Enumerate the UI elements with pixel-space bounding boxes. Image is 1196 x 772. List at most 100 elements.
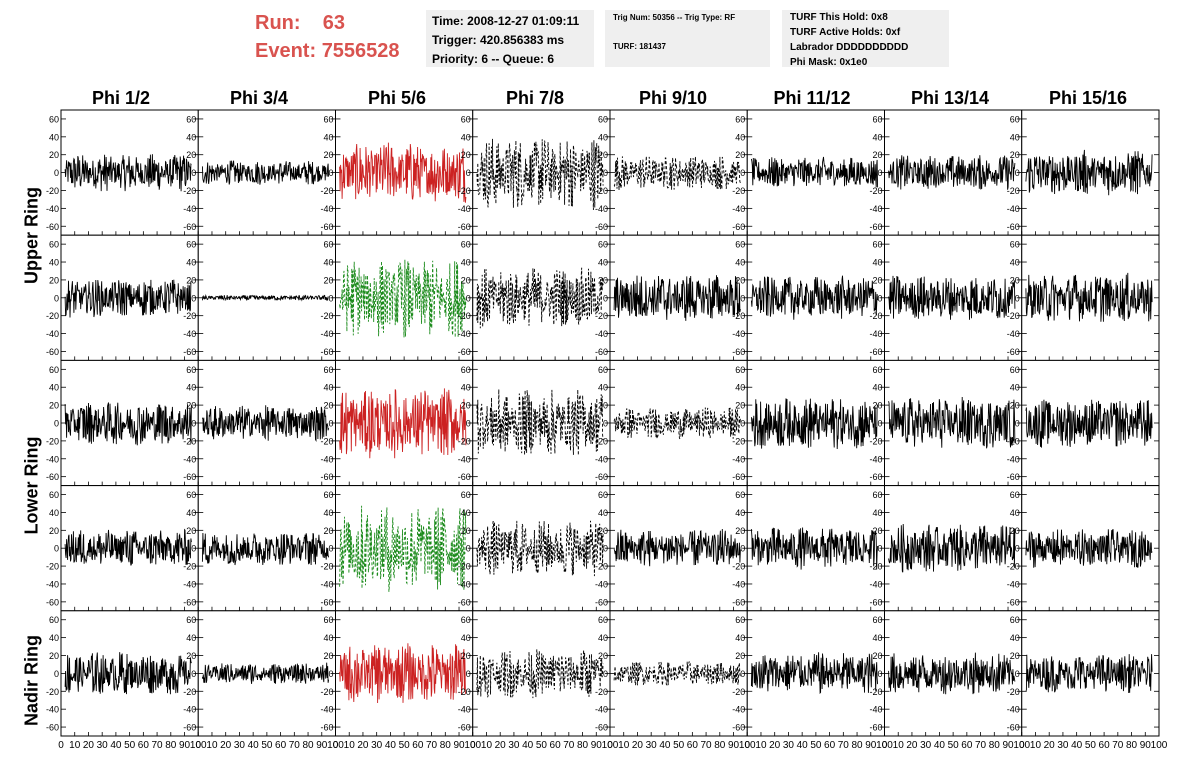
y-tick-label: -20 bbox=[869, 186, 882, 196]
y-tick-label: -60 bbox=[320, 347, 333, 357]
y-tick-label: 40 bbox=[323, 132, 333, 142]
y-tick-label: -60 bbox=[869, 222, 882, 232]
x-tick-label: 90 bbox=[1140, 740, 1152, 751]
y-tick-label: 20 bbox=[872, 401, 882, 411]
y-tick-label: -40 bbox=[320, 204, 333, 214]
waveform-trace bbox=[339, 142, 467, 203]
y-tick-label: -40 bbox=[183, 329, 196, 339]
y-tick-label: 60 bbox=[598, 490, 608, 500]
y-tick-label: 60 bbox=[872, 240, 882, 250]
y-tick-label: 0 bbox=[740, 419, 745, 429]
y-tick-label: -20 bbox=[46, 687, 59, 697]
y-tick-label: -20 bbox=[320, 186, 333, 196]
y-tick-label: 20 bbox=[49, 150, 59, 160]
trigger-text: Trigger: 420.856383 ms bbox=[432, 33, 565, 47]
plot-panel-r2-c4: -60 -40 -20 0 20 40 60 bbox=[595, 359, 748, 487]
y-tick-label: -20 bbox=[320, 311, 333, 321]
y-tick-label: -20 bbox=[320, 687, 333, 697]
y-tick-label: -40 bbox=[183, 204, 196, 214]
waveform-trace bbox=[64, 652, 192, 695]
x-tick-label: 80 bbox=[302, 740, 314, 751]
x-tick-label: 10 bbox=[69, 740, 81, 751]
y-tick-label: 60 bbox=[186, 490, 196, 500]
y-tick-label: -20 bbox=[183, 562, 196, 572]
x-tick-label: 30 bbox=[646, 740, 658, 751]
column-header-phi-9-10: Phi 9/10 bbox=[638, 88, 708, 108]
plot-panel-r1-c4: -60 -40 -20 0 20 40 60 bbox=[595, 234, 748, 361]
y-tick-label: -20 bbox=[595, 687, 608, 697]
event-value: 7556528 bbox=[321, 40, 400, 62]
x-tick-label: 30 bbox=[783, 740, 795, 751]
y-tick-label: 40 bbox=[461, 633, 471, 643]
y-tick-label: 60 bbox=[872, 615, 882, 625]
y-tick-label: 60 bbox=[49, 615, 59, 625]
y-tick-label: -40 bbox=[183, 454, 196, 464]
y-tick-label: 60 bbox=[323, 240, 333, 250]
y-tick-label: -60 bbox=[320, 222, 333, 232]
plot-panel-r4-c3: -60 -40 -20 0 20 40 60 bbox=[458, 610, 611, 737]
y-tick-label: 20 bbox=[872, 526, 882, 536]
y-tick-label: 40 bbox=[186, 258, 196, 268]
x-tick-label: 100 bbox=[1013, 740, 1030, 751]
x-tick-label: 50 bbox=[673, 740, 685, 751]
y-tick-label: 40 bbox=[186, 508, 196, 518]
x-tick-label: 70 bbox=[152, 740, 164, 751]
waveform-trace bbox=[613, 661, 741, 686]
y-tick-label: -40 bbox=[869, 454, 882, 464]
y-tick-label: 0 bbox=[603, 544, 608, 554]
waveform-trace bbox=[1025, 272, 1153, 322]
plot-panel-r2-c2: -60 -40 -20 0 20 40 60 bbox=[320, 359, 474, 487]
x-tick-label: 60 bbox=[961, 740, 973, 751]
y-tick-label: 20 bbox=[872, 150, 882, 160]
y-tick-label: -40 bbox=[869, 329, 882, 339]
x-tick-label: 10 bbox=[481, 740, 493, 751]
y-tick-label: -20 bbox=[183, 687, 196, 697]
plot-panel-r0-c2: -60 -40 -20 0 20 40 60 bbox=[320, 109, 474, 236]
x-tick-label: 20 bbox=[906, 740, 918, 751]
y-tick-label: 0 bbox=[191, 168, 196, 178]
y-tick-label: -40 bbox=[732, 204, 745, 214]
x-tick-label: 10 bbox=[1030, 740, 1042, 751]
y-tick-label: 40 bbox=[872, 258, 882, 268]
y-tick-label: 40 bbox=[323, 633, 333, 643]
y-tick-label: 20 bbox=[323, 150, 333, 160]
y-tick-label: 40 bbox=[49, 383, 59, 393]
y-tick-label: 40 bbox=[735, 132, 745, 142]
x-tick-label: 50 bbox=[124, 740, 136, 751]
y-tick-label: -60 bbox=[869, 723, 882, 733]
waveform-trace bbox=[613, 275, 741, 321]
y-tick-label: 0 bbox=[603, 669, 608, 679]
y-tick-label: -20 bbox=[458, 311, 471, 321]
y-tick-label: -60 bbox=[732, 723, 745, 733]
y-tick-label: 20 bbox=[735, 150, 745, 160]
plot-panel-r2-c0: -60 -40 -20 0 20 40 60 bbox=[46, 359, 199, 487]
x-tick-label: 0 bbox=[470, 740, 476, 751]
plot-frame bbox=[335, 234, 474, 361]
y-tick-label: 40 bbox=[1010, 633, 1020, 643]
x-tick-label: 20 bbox=[83, 740, 95, 751]
x-tick-label: 80 bbox=[714, 740, 726, 751]
plot-panel-r0-c3: -60 -40 -20 0 20 40 60 bbox=[458, 109, 611, 236]
y-tick-label: 20 bbox=[598, 150, 608, 160]
x-tick-label: 70 bbox=[563, 740, 575, 751]
y-tick-label: -60 bbox=[183, 723, 196, 733]
x-tick-label: 50 bbox=[1085, 740, 1097, 751]
y-tick-label: -20 bbox=[46, 436, 59, 446]
plot-panel-r2-c1: -60 -40 -20 0 20 40 60 bbox=[183, 359, 336, 487]
waveform-trace bbox=[339, 259, 467, 338]
plot-panel-r0-c5: -60 -40 -20 0 20 40 60 bbox=[732, 109, 885, 236]
column-header-phi-15-16: Phi 15/16 bbox=[1048, 88, 1128, 108]
y-tick-label: 20 bbox=[872, 275, 882, 285]
y-tick-label: -20 bbox=[732, 436, 745, 446]
y-tick-label: 20 bbox=[461, 275, 471, 285]
y-tick-label: -60 bbox=[183, 347, 196, 357]
y-tick-label: 0 bbox=[328, 419, 333, 429]
waveform-trace bbox=[888, 652, 1016, 695]
y-tick-label: -40 bbox=[1007, 454, 1020, 464]
x-tick-label: 80 bbox=[851, 740, 863, 751]
y-tick-label: 40 bbox=[598, 132, 608, 142]
y-tick-label: -40 bbox=[732, 579, 745, 589]
y-tick-label: 40 bbox=[186, 383, 196, 393]
plot-panel-r3-c0: -60 -40 -20 0 20 40 60 bbox=[46, 485, 199, 612]
y-tick-label: -60 bbox=[869, 347, 882, 357]
